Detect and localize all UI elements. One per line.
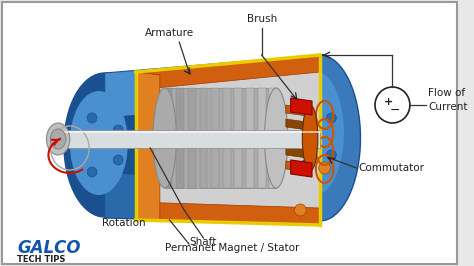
Polygon shape xyxy=(291,160,312,177)
Polygon shape xyxy=(286,147,307,158)
Ellipse shape xyxy=(87,167,97,177)
Polygon shape xyxy=(246,88,254,188)
Ellipse shape xyxy=(301,103,310,113)
Text: Brush: Brush xyxy=(246,14,277,24)
Text: Armature: Armature xyxy=(145,28,194,38)
Text: Permanet Magnet / Stator: Permanet Magnet / Stator xyxy=(165,243,300,253)
Ellipse shape xyxy=(264,88,288,188)
Ellipse shape xyxy=(286,71,344,195)
Ellipse shape xyxy=(46,123,70,155)
Polygon shape xyxy=(105,172,320,225)
Polygon shape xyxy=(286,133,307,144)
Text: Flow of
Current: Flow of Current xyxy=(428,88,468,112)
Polygon shape xyxy=(136,55,320,90)
Ellipse shape xyxy=(375,87,410,123)
Ellipse shape xyxy=(50,129,66,149)
Ellipse shape xyxy=(87,113,97,123)
Text: −: − xyxy=(390,103,401,117)
Polygon shape xyxy=(223,88,231,188)
Ellipse shape xyxy=(294,204,306,216)
Text: TECH TIPS: TECH TIPS xyxy=(18,256,66,264)
Polygon shape xyxy=(211,88,219,188)
Ellipse shape xyxy=(319,162,330,174)
Polygon shape xyxy=(269,88,277,188)
Polygon shape xyxy=(165,88,276,188)
Polygon shape xyxy=(286,105,307,116)
Polygon shape xyxy=(105,55,320,118)
Text: Shaft: Shaft xyxy=(190,237,217,247)
Ellipse shape xyxy=(113,125,123,135)
Polygon shape xyxy=(136,202,320,225)
Polygon shape xyxy=(58,130,320,148)
Ellipse shape xyxy=(113,155,123,165)
Polygon shape xyxy=(200,88,207,188)
Ellipse shape xyxy=(301,160,310,170)
Polygon shape xyxy=(136,72,160,220)
Polygon shape xyxy=(286,161,307,172)
Polygon shape xyxy=(235,88,242,188)
Ellipse shape xyxy=(153,88,176,188)
Polygon shape xyxy=(165,88,173,188)
Polygon shape xyxy=(176,88,184,188)
Ellipse shape xyxy=(302,105,318,171)
Polygon shape xyxy=(286,119,307,130)
Ellipse shape xyxy=(279,55,360,221)
Polygon shape xyxy=(136,55,320,225)
Polygon shape xyxy=(291,98,312,115)
Polygon shape xyxy=(188,88,196,188)
Text: GALCO: GALCO xyxy=(18,239,81,257)
Ellipse shape xyxy=(327,113,336,123)
Ellipse shape xyxy=(70,91,128,195)
Polygon shape xyxy=(258,88,265,188)
Text: Rotation: Rotation xyxy=(102,218,146,228)
Text: +: + xyxy=(384,97,393,107)
Ellipse shape xyxy=(64,73,146,217)
Text: Commutator: Commutator xyxy=(358,163,425,173)
Ellipse shape xyxy=(327,150,336,160)
